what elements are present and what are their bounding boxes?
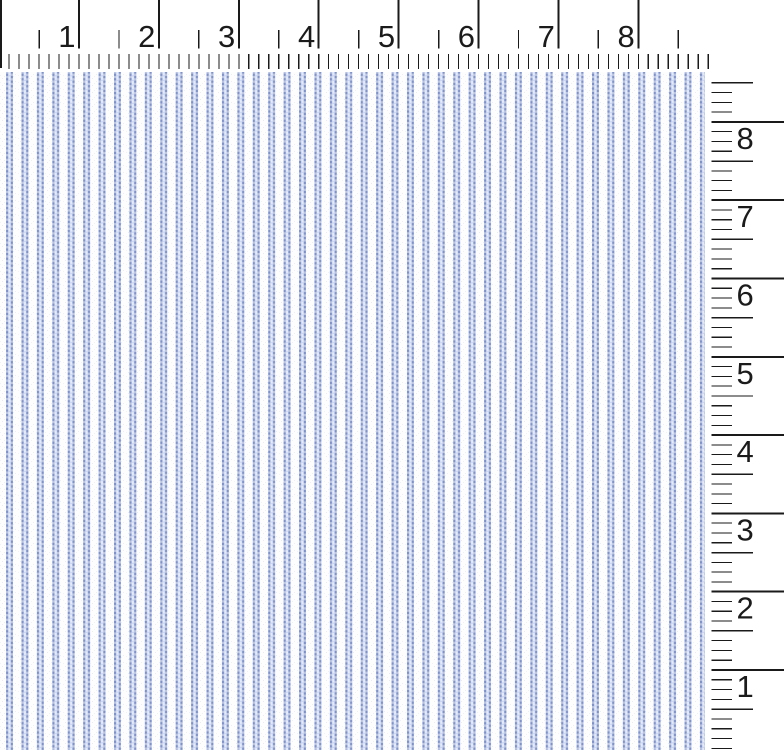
right-ruler-label-4: 4: [737, 434, 754, 469]
top-ruler-label-8: 8: [618, 19, 635, 54]
right-ruler-label-6: 6: [737, 278, 754, 313]
fabric-stripes: [0, 72, 705, 750]
fabric-swatch: [0, 72, 705, 750]
top-ruler-label-1: 1: [58, 19, 75, 54]
right-ruler-label-3: 3: [737, 512, 754, 547]
top-ruler: 1 2 3 4 5 6 7 8: [0, 0, 709, 69]
right-ruler-label-7: 7: [737, 199, 754, 234]
right-ruler: 8 7 6 5 4 3 2 1: [711, 82, 784, 749]
top-ruler-label-7: 7: [538, 19, 555, 54]
top-ruler-label-6: 6: [458, 19, 475, 54]
right-ruler-label-2: 2: [737, 591, 754, 626]
top-ruler-label-4: 4: [298, 19, 315, 54]
right-ruler-label-8: 8: [737, 121, 754, 156]
right-ruler-label-1: 1: [737, 669, 754, 704]
right-ruler-label-5: 5: [737, 356, 754, 391]
top-ruler-label-5: 5: [378, 19, 395, 54]
top-ruler-label-2: 2: [138, 19, 155, 54]
top-ruler-label-3: 3: [218, 19, 235, 54]
